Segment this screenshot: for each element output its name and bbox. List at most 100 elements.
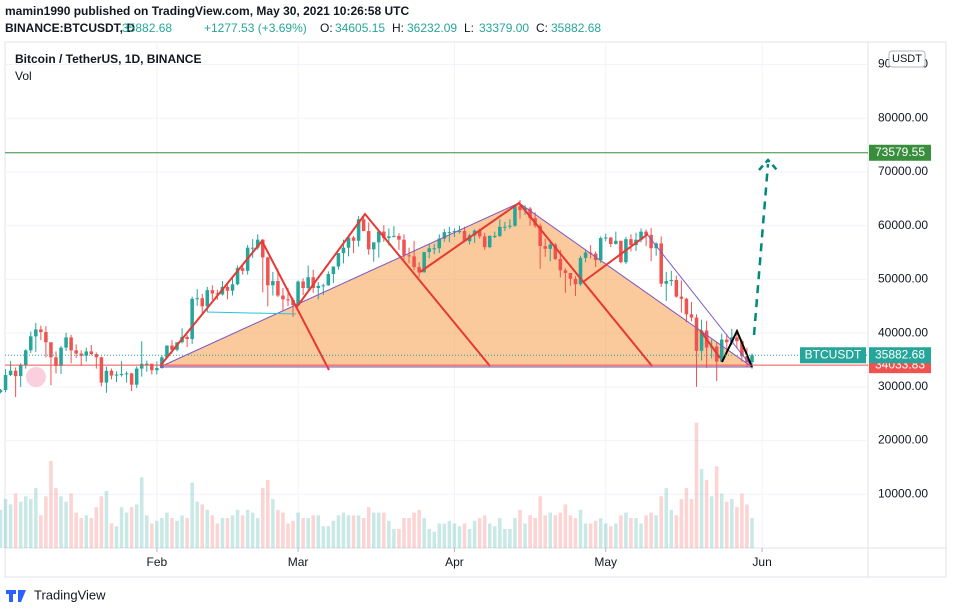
volume-bar [382,512,386,548]
volume-bar [583,523,588,548]
candle-body [447,232,452,234]
candle-body [200,298,205,307]
candle-body [745,356,749,363]
volume-bar [432,531,437,548]
candle-body [573,278,578,285]
level-label: 73579.55 [875,145,925,159]
currency[interactable]: USDT [892,53,922,65]
candle-body [669,279,674,282]
volume-bar [725,501,729,548]
last-value: 35882.68 [122,21,172,35]
volume-bar [235,509,240,548]
candle-body [54,357,58,366]
volume-bar [69,493,73,548]
volume-bar [261,488,265,548]
price-label: 35882.68 [875,347,925,361]
ohlc: O: 34605.15 H: 36232.09 L: 33379.00 C: 35882.68 [320,21,601,35]
candle-body [699,330,704,351]
y-tick-label: 30000.00 [878,379,928,393]
candle-body [210,290,215,294]
volume-bar [129,507,134,548]
candle-body [392,235,396,237]
candle-body [301,281,305,289]
candle-body [750,355,754,363]
volume-bar [89,518,94,548]
volume-bar [225,518,230,548]
volume-bar [709,496,714,548]
candle-body [397,235,401,240]
volume-bar [377,512,381,548]
volume-bar [34,488,38,548]
candle-body [508,225,512,227]
candle-body [266,257,270,286]
candle-body [603,237,608,239]
volume-bar [528,515,532,548]
volume-bar [336,515,341,548]
candle-body [493,235,497,237]
y-tick-label: 10000.00 [878,486,928,500]
price-tag [869,347,931,364]
volume-bar [99,496,104,548]
volume-bar [563,504,568,548]
ohlc-label: L: [464,21,474,35]
volume-bar [508,528,512,548]
volume-bar [321,526,326,548]
volume-bar [578,509,583,548]
candle-body [44,332,48,343]
volume-bar [0,509,3,548]
volume-bar [644,515,648,548]
volume-bar [477,518,482,548]
volume-bar [155,520,159,548]
candle-body [558,259,563,271]
volume-bar [124,512,129,548]
candle-body [3,375,8,391]
volume-bar [3,499,8,548]
volume-bar [437,523,442,548]
candle-body [694,317,699,351]
candle-body [382,231,386,239]
candle-body [134,368,139,385]
volume-bar [634,518,638,548]
candle-body [64,337,68,348]
volume-bar [356,515,361,548]
volume-bar [180,515,184,548]
volume-bar [593,520,598,548]
volume-bar [553,515,558,548]
volume-bar [114,526,119,548]
candle-body [170,345,174,350]
volume-bar [427,528,431,548]
candle-body [402,239,406,256]
candle-body [387,236,391,239]
volume-bar [699,469,704,548]
candle-body [659,243,663,284]
candle-body [109,370,114,376]
candle-body [427,248,431,253]
volume-bar [669,509,674,548]
candle-body [412,256,416,268]
volume-bar [704,479,709,548]
volume [0,422,754,548]
candle-body [664,281,669,284]
candle-body [437,238,442,249]
candle-body [563,270,568,273]
volume-bar [523,523,527,548]
candle-body [240,268,245,271]
volume-bar [29,499,33,548]
volume-bar [160,518,164,548]
candle-body [725,339,729,343]
volume-bar [200,504,205,548]
zigzag [295,212,491,367]
y-tick-label: 40000.00 [878,325,928,339]
candle-body [674,279,679,297]
currency-box[interactable] [888,50,926,68]
candle-body [104,370,109,383]
volume-bar [109,523,114,548]
volume-bar [503,528,507,548]
candle-body [513,206,517,226]
candle-body [8,370,13,376]
volume-bar [145,515,149,548]
volume-bar [740,493,744,548]
volume-bar [271,499,275,548]
zigzag [419,201,653,367]
candle-body [255,239,260,248]
